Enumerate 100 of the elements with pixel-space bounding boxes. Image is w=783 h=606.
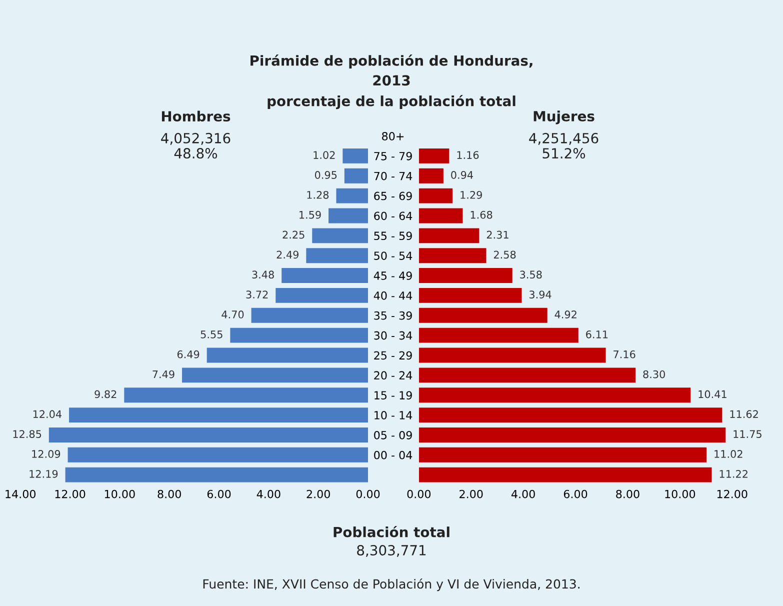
bar [418,328,578,343]
x-tick-label: 4.00 [511,490,535,498]
data-label: 8.30 [643,370,665,378]
x-tick-label: 2.00 [306,490,330,498]
y-tick-label: 80+ [382,132,404,140]
bar [344,168,368,184]
data-label: 3.48 [252,270,274,279]
bar [48,428,368,442]
bar [312,228,368,244]
bar [124,388,368,403]
bar [418,408,722,423]
bar [336,188,368,204]
data-label: 7.49 [152,370,174,378]
bar [206,348,368,363]
data-label: 2.31 [486,230,508,239]
annotation: 48.8% [174,148,218,159]
data-label: 6.49 [177,350,200,358]
bar [65,467,368,482]
bar [418,467,712,482]
data-label: 12.85 [13,430,42,438]
y-tick-label: 20 - 24 [374,371,412,380]
bar [418,447,707,462]
data-label: 11.22 [720,470,748,478]
bar [418,248,486,264]
y-tick-label: 65 - 69 [374,192,412,200]
data-label: 1.28 [307,190,329,199]
data-label: 1.29 [460,190,482,199]
y-tick-label: 00 - 04 [374,450,412,460]
bar [418,308,548,323]
data-label: 11.75 [734,430,762,438]
data-label: 1.16 [457,151,479,159]
data-label: 0.94 [451,171,473,179]
data-label: 4.92 [554,310,576,318]
y-tick-label: 40 - 44 [374,291,412,300]
data-label: 4.70 [222,310,244,318]
y-tick-label: 55 - 59 [374,232,412,240]
bar [418,388,691,403]
x-tick-label: 8.00 [616,490,640,498]
bar [418,288,522,303]
x-tick-label: 0.00 [356,490,380,498]
y-tick-label: 10 - 14 [374,411,412,420]
y-tick-label: 50 - 54 [374,252,412,260]
bar [230,328,368,343]
data-label: 10.41 [698,390,726,398]
bar [251,308,368,323]
bar [68,447,368,462]
x-tick-label: 4.00 [256,490,280,498]
data-label: 1.59 [300,210,321,219]
annotation: 51.2% [542,148,586,159]
data-label: 0.95 [314,171,337,179]
x-tick-label: 2.00 [460,490,483,498]
bar [418,368,636,383]
data-label: 1.68 [470,210,492,219]
data-label: 12.04 [33,410,62,418]
data-label: 6.11 [586,330,608,338]
data-label: 12.19 [30,470,58,478]
data-label: 11.02 [714,450,742,458]
text: 8,303,771 [357,544,426,557]
data-label: 2.49 [276,250,298,259]
x-tick-label: 10.00 [665,490,696,498]
x-tick-label: 6.00 [207,490,231,498]
bar [418,428,726,442]
y-tick-label: 70 - 74 [374,172,412,180]
bar [182,368,368,383]
bar [418,228,480,244]
bar [69,408,368,423]
bar [418,188,453,204]
y-tick-label: 60 - 64 [374,212,412,220]
bar [306,248,368,264]
text: Hombres [162,110,230,122]
y-tick-label: 15 - 19 [374,391,412,400]
data-label: 5.55 [200,330,222,338]
data-label: 3.72 [246,290,268,298]
data-label: 1.02 [314,151,335,159]
data-label: 3.58 [520,270,542,279]
y-tick-label: 25 - 29 [374,351,412,360]
y-tick-label: 45 - 49 [374,272,412,280]
x-tick-label: 6.00 [564,490,588,498]
bar [418,268,512,283]
bar [282,268,368,283]
text: Mujeres [534,110,594,124]
y-tick-label: 35 - 39 [374,311,412,320]
bar [418,208,463,224]
data-label: 11.62 [730,410,758,418]
data-label: 2.58 [494,250,516,259]
data-label: 9.82 [94,390,116,398]
annotation: 4,251,456 [529,132,598,145]
y-tick-label: 75 - 79 [374,152,412,160]
text: Población total [334,526,450,538]
data-label: 2.25 [282,230,304,239]
bar [276,288,368,303]
x-tick-label: 10.00 [105,490,135,498]
data-label: 3.94 [529,290,552,298]
bar [342,148,368,164]
bar [418,148,450,164]
source-note: Fuente: INE, XVII Censo de Población y VI de Vivienda, 2013. [203,578,580,592]
chart-title: Pirámide de población de Honduras, 2013 porcentaje de la población total [250,54,532,110]
x-tick-label: 12.00 [717,490,748,498]
x-tick-label: 0.00 [407,490,431,498]
data-label: 7.16 [614,350,636,358]
